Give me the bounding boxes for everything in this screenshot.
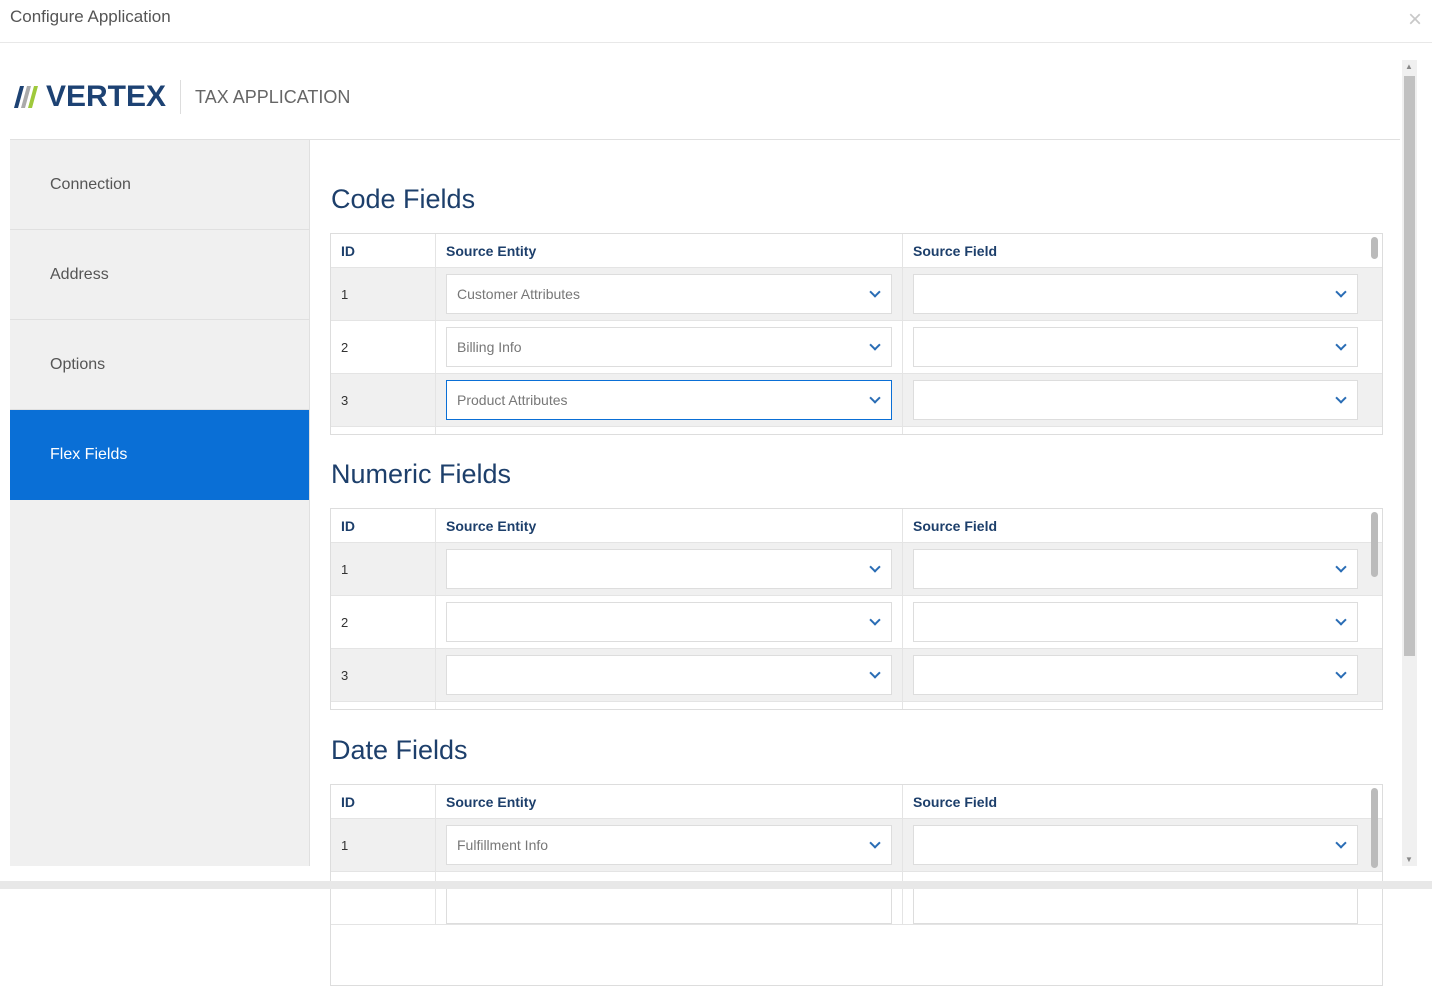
chevron-down-icon xyxy=(1335,285,1347,298)
source-field-header: Source Field xyxy=(913,517,998,534)
row-id: 1 xyxy=(331,268,436,320)
source-field-select[interactable] xyxy=(913,825,1358,865)
id-header: ID xyxy=(331,509,436,542)
table-row: 3 Product Attributes xyxy=(331,374,1382,427)
table-row-partial xyxy=(331,702,1382,709)
chevron-down-icon xyxy=(1335,666,1347,679)
chevron-down-icon xyxy=(869,613,881,626)
source-entity-select[interactable]: Customer Attributes xyxy=(446,274,892,314)
source-field-select[interactable] xyxy=(913,655,1358,695)
row-id: 3 xyxy=(331,649,436,701)
table-row: 1 xyxy=(331,543,1382,596)
dialog-titlebar: Configure Application × xyxy=(0,0,1432,43)
logo-text: VERTEX xyxy=(46,80,167,113)
source-entity-header: Source Entity xyxy=(436,785,903,818)
select-value: Fulfillment Info xyxy=(457,837,549,853)
source-entity-select[interactable]: Product Attributes xyxy=(446,380,892,420)
scroll-up-icon[interactable]: ▲ xyxy=(1405,62,1413,71)
table-scrollbar[interactable] xyxy=(1371,788,1378,868)
row-id: 2 xyxy=(331,321,436,373)
table-row: 1 Customer Attributes xyxy=(331,268,1382,321)
chevron-down-icon xyxy=(869,285,881,298)
page-scrollbar[interactable]: ▲ ▼ xyxy=(1402,60,1417,866)
sidebar-item-options[interactable]: Options xyxy=(10,320,309,410)
select-value: Product Attributes xyxy=(457,392,568,408)
source-entity-header: Source Entity xyxy=(436,509,903,542)
table-row: 2 Billing Info xyxy=(331,321,1382,374)
select-value: Billing Info xyxy=(457,339,522,355)
row-id: 3 xyxy=(331,374,436,426)
chevron-down-icon xyxy=(1335,338,1347,351)
table-header: ID Source Entity Source Field xyxy=(331,234,1382,268)
table-row-partial xyxy=(331,427,1382,434)
numeric-fields-table: ID Source Entity Source Field 1 2 3 xyxy=(330,508,1383,710)
chevron-down-icon xyxy=(1335,836,1347,849)
source-entity-select[interactable] xyxy=(446,884,892,924)
code-fields-heading: Code Fields xyxy=(331,184,476,214)
chevron-down-icon xyxy=(869,338,881,351)
chevron-down-icon xyxy=(1335,560,1347,573)
scrollbar-thumb[interactable] xyxy=(1404,76,1415,656)
chevron-down-icon xyxy=(869,560,881,573)
source-field-select[interactable] xyxy=(913,602,1358,642)
source-entity-select[interactable] xyxy=(446,549,892,589)
table-row-partial xyxy=(331,872,1382,925)
source-field-header: Source Field xyxy=(913,793,998,810)
source-entity-select[interactable]: Billing Info xyxy=(446,327,892,367)
source-field-select[interactable] xyxy=(913,327,1358,367)
divider xyxy=(10,139,1400,140)
sidebar-item-flex-fields[interactable]: Flex Fields xyxy=(10,410,309,500)
row-id: 2 xyxy=(331,596,436,648)
id-header: ID xyxy=(331,234,436,267)
source-entity-header: Source Entity xyxy=(436,234,903,267)
table-row: 3 xyxy=(331,649,1382,702)
source-field-header: Source Field xyxy=(913,242,998,259)
chevron-down-icon xyxy=(1335,613,1347,626)
source-field-select[interactable] xyxy=(913,549,1358,589)
scroll-down-icon[interactable]: ▼ xyxy=(1405,855,1413,864)
chevron-down-icon xyxy=(869,666,881,679)
chevron-down-icon xyxy=(869,391,881,404)
source-field-select[interactable] xyxy=(913,380,1358,420)
table-scrollbar[interactable] xyxy=(1371,237,1378,259)
date-fields-heading: Date Fields xyxy=(331,735,468,765)
table-header: ID Source Entity Source Field xyxy=(331,785,1382,819)
sidebar-item-connection[interactable]: Connection xyxy=(10,140,309,230)
row-id: 1 xyxy=(331,543,436,595)
id-header: ID xyxy=(331,785,436,818)
source-entity-select[interactable] xyxy=(446,655,892,695)
divider xyxy=(180,80,182,114)
vertex-logo-icon xyxy=(14,86,38,108)
source-field-select[interactable] xyxy=(913,274,1358,314)
dialog-footer xyxy=(0,881,1432,889)
table-scrollbar[interactable] xyxy=(1371,512,1378,577)
source-field-select[interactable] xyxy=(913,884,1358,924)
table-row: 1 Fulfillment Info xyxy=(331,819,1382,872)
chevron-down-icon xyxy=(869,836,881,849)
sidebar: Connection Address Options Flex Fields xyxy=(10,140,310,866)
close-icon[interactable]: × xyxy=(1407,6,1422,33)
dialog-title: Configure Application xyxy=(10,7,171,26)
row-id: 1 xyxy=(331,819,436,871)
table-header: ID Source Entity Source Field xyxy=(331,509,1382,543)
brand-header: VERTEX TAX APPLICATION xyxy=(14,80,350,114)
chevron-down-icon xyxy=(1335,391,1347,404)
app-name: TAX APPLICATION xyxy=(195,86,351,107)
table-row: 2 xyxy=(331,596,1382,649)
source-entity-select[interactable]: Fulfillment Info xyxy=(446,825,892,865)
sidebar-item-address[interactable]: Address xyxy=(10,230,309,320)
numeric-fields-heading: Numeric Fields xyxy=(331,459,512,489)
code-fields-table: ID Source Entity Source Field 1 Customer A… xyxy=(330,233,1383,435)
select-value: Customer Attributes xyxy=(457,286,580,302)
source-entity-select[interactable] xyxy=(446,602,892,642)
